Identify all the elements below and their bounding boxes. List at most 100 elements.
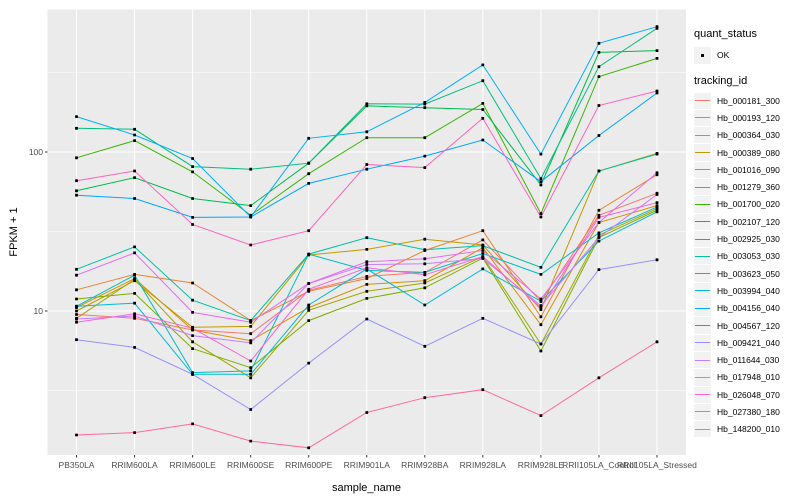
data-point — [133, 314, 136, 318]
data-point — [133, 301, 136, 305]
data-point — [249, 408, 253, 411]
data-point — [75, 288, 78, 292]
data-point — [307, 229, 311, 233]
legend-item-label: Hb_002925_030 — [717, 234, 780, 245]
data-point — [133, 292, 136, 295]
data-point — [655, 205, 659, 209]
data-point — [75, 126, 78, 130]
legend: quant_status OK tracking_id Hb_000181_30… — [694, 28, 800, 438]
x-tick-label: RRIM600PE — [285, 460, 333, 470]
data-point — [133, 176, 136, 179]
data-point — [597, 51, 601, 54]
data-point — [423, 271, 427, 274]
data-point — [423, 286, 427, 290]
legend-item-Hb_000389_080: Hb_000389_080 — [694, 144, 800, 161]
x-axis-title: sample_name — [331, 482, 402, 494]
legend-key-box — [694, 421, 711, 438]
legend-swatch-line — [695, 169, 710, 171]
data-point — [423, 248, 427, 252]
data-point — [423, 281, 427, 285]
data-point — [307, 287, 311, 291]
legend-item-Hb_003053_030: Hb_003053_030 — [694, 248, 800, 265]
data-point — [597, 134, 601, 137]
legend-key-box — [694, 317, 711, 334]
data-point — [75, 320, 78, 324]
data-point — [423, 237, 427, 241]
legend-item-Hb_148200_010: Hb_148200_010 — [694, 421, 800, 438]
data-point — [133, 273, 136, 277]
legend-swatch-line — [695, 134, 710, 136]
legend-item-ok: OK — [694, 45, 800, 65]
data-point — [191, 170, 194, 174]
data-point — [423, 136, 427, 140]
data-point — [133, 346, 136, 349]
data-point — [307, 446, 311, 450]
legend-item-Hb_002925_030: Hb_002925_030 — [694, 230, 800, 248]
legend-key-box — [694, 178, 711, 196]
data-point — [307, 172, 311, 176]
data-point — [365, 136, 369, 140]
data-point — [191, 281, 194, 285]
data-point — [133, 197, 136, 200]
data-point — [249, 359, 253, 363]
data-point — [597, 236, 601, 239]
data-point — [655, 201, 659, 205]
legend-item-Hb_009421_040: Hb_009421_040 — [694, 334, 800, 351]
data-point — [539, 299, 543, 303]
legend-key-box — [694, 334, 711, 351]
legend-swatch-line — [695, 238, 710, 240]
data-point — [597, 376, 601, 380]
data-point — [249, 204, 253, 207]
data-point — [249, 243, 253, 247]
data-point — [481, 63, 485, 67]
data-point — [481, 244, 485, 247]
data-point — [75, 267, 78, 271]
data-point — [597, 65, 601, 69]
data-point — [423, 344, 427, 348]
legend-key-box — [694, 300, 711, 317]
legend-key-box — [694, 265, 711, 282]
data-point — [539, 315, 543, 319]
data-point — [365, 317, 369, 321]
data-point — [539, 306, 543, 309]
data-point — [191, 422, 194, 426]
data-point — [191, 326, 194, 330]
data-point — [597, 221, 601, 224]
data-point — [75, 297, 78, 301]
data-point — [423, 166, 427, 169]
data-point — [307, 252, 311, 256]
data-point — [365, 236, 369, 240]
data-point — [597, 41, 601, 45]
data-point — [365, 297, 369, 300]
legend-title-tracking-id: tracking_id — [694, 75, 748, 87]
data-point — [133, 431, 136, 434]
legend-swatch-line — [695, 117, 710, 119]
legend-item-label: Hb_017948_010 — [717, 372, 780, 383]
data-point — [75, 179, 78, 183]
data-point — [75, 189, 78, 193]
data-point — [423, 303, 427, 307]
data-point — [423, 273, 427, 277]
data-point — [423, 279, 427, 283]
data-point — [307, 361, 311, 365]
legend-swatch-line — [695, 152, 710, 154]
data-point — [75, 115, 78, 118]
data-point — [249, 332, 253, 336]
data-point — [423, 257, 427, 261]
legend-key-box — [694, 386, 711, 403]
point-marker-icon — [701, 53, 704, 57]
data-point — [655, 57, 659, 60]
data-point — [597, 231, 601, 235]
data-point — [423, 262, 427, 266]
data-point — [249, 325, 253, 328]
data-point — [423, 106, 427, 110]
legend-swatch-line — [695, 255, 710, 257]
data-point — [249, 366, 253, 370]
data-point — [365, 130, 369, 134]
data-point — [75, 156, 78, 160]
legend-item-Hb_026048_070: Hb_026048_070 — [694, 386, 800, 403]
legend-item-label: Hb_000181_300 — [717, 95, 780, 106]
legend-key-box — [694, 403, 711, 421]
data-point — [307, 161, 311, 165]
